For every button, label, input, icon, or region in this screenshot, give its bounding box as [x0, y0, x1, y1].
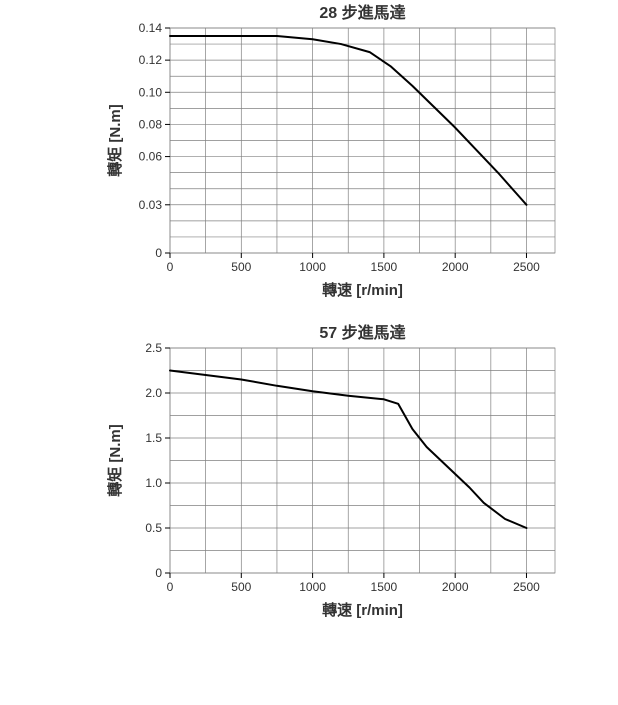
- y-tick-label: 0.5: [145, 521, 162, 535]
- x-tick-label: 500: [231, 260, 251, 274]
- x-tick-label: 2500: [513, 580, 540, 594]
- x-tick-label: 1500: [371, 580, 398, 594]
- y-tick-label: 1.0: [145, 476, 162, 490]
- y-tick-label: 0.03: [139, 198, 163, 212]
- y-axis-label: 轉矩 [N.m]: [106, 104, 124, 177]
- x-tick-label: 0: [167, 260, 174, 274]
- chart-title: 28 步進馬達: [319, 3, 405, 22]
- chart-container-1: 28 步進馬達 0 500 1000 1500 2000 2500 0 0.03 0.06 0.08…: [0, 0, 618, 320]
- x-tick-label: 2000: [442, 260, 469, 274]
- x-tick-label: 0: [167, 580, 174, 594]
- y-axis-label: 轉矩 [N.m]: [106, 424, 124, 497]
- chart-1-svg: 28 步進馬達 0 500 1000 1500 2000 2500 0 0.03 0.06 0.08…: [0, 0, 618, 320]
- x-axis-label: 轉速 [r/min]: [322, 601, 403, 619]
- x-tick-label: 2000: [442, 580, 469, 594]
- y-tick-label: 0: [155, 246, 162, 260]
- x-tick-label: 1000: [299, 260, 326, 274]
- y-tick-label: 0.10: [139, 85, 163, 99]
- y-tick-label: 0.06: [139, 150, 163, 164]
- chart-2-svg: 57 步進馬達 0 500 1000 1500 2000 2500 0 0.5 1.0 1.5 2.0…: [0, 320, 618, 640]
- y-tick-label: 0: [155, 566, 162, 580]
- x-tick-label: 1000: [299, 580, 326, 594]
- y-tick-label: 0.12: [139, 53, 163, 67]
- y-tick-label: 0.08: [139, 117, 163, 131]
- x-tick-label: 2500: [513, 260, 540, 274]
- chart-container-2: 57 步進馬達 0 500 1000 1500 2000 2500 0 0.5 1.0 1.5 2.0…: [0, 320, 618, 640]
- x-axis-label: 轉速 [r/min]: [322, 281, 403, 299]
- y-tick-label: 0.14: [139, 21, 163, 35]
- x-tick-label: 1500: [371, 260, 398, 274]
- y-tick-label: 2.5: [145, 341, 162, 355]
- x-tick-label: 500: [231, 580, 251, 594]
- y-tick-label: 2.0: [145, 386, 162, 400]
- chart-title: 57 步進馬達: [319, 323, 405, 342]
- y-tick-label: 1.5: [145, 431, 162, 445]
